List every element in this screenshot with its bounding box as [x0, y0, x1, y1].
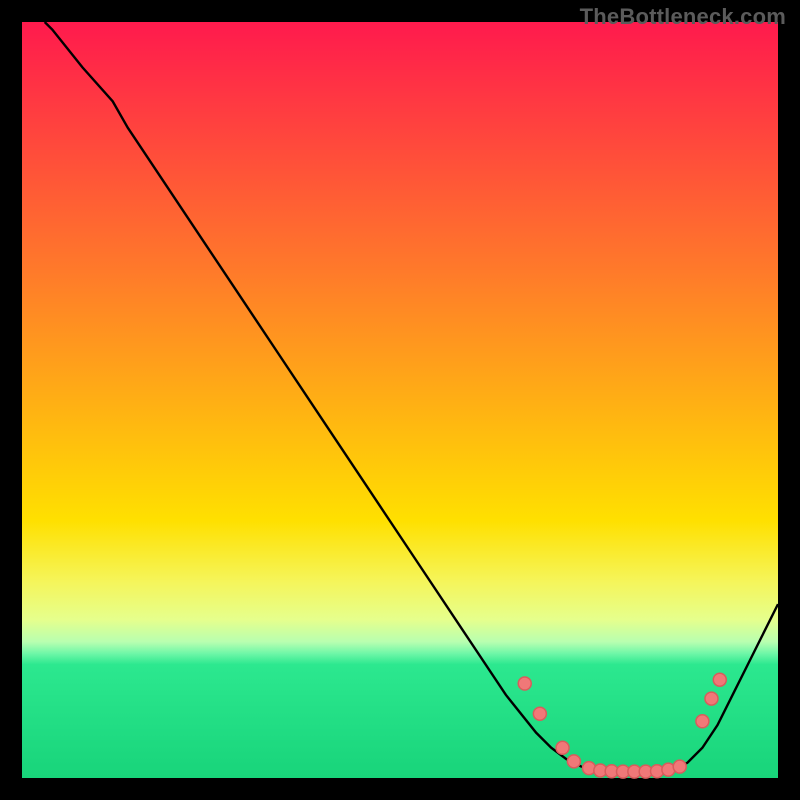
chart-svg [22, 22, 778, 778]
chart-marker [713, 673, 726, 686]
chart-marker [705, 692, 718, 705]
chart-marker [556, 741, 569, 754]
chart-marker [533, 707, 546, 720]
chart-marker [673, 760, 686, 773]
chart-plot-area [22, 22, 778, 778]
chart-marker [567, 755, 580, 768]
chart-marker [518, 677, 531, 690]
chart-markers-group [518, 673, 726, 778]
watermark-text: TheBottleneck.com [580, 4, 786, 30]
chart-line-series [45, 22, 778, 772]
chart-marker [696, 715, 709, 728]
